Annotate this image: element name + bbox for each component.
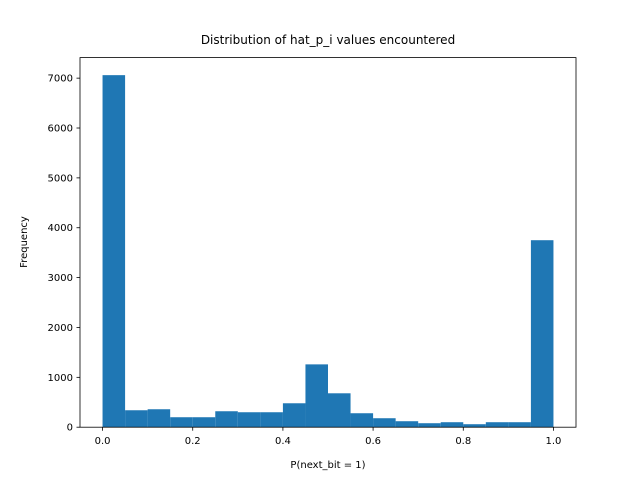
bar	[215, 411, 238, 428]
bar	[305, 364, 328, 428]
x-tick-label: 0.6	[365, 436, 381, 447]
bar	[440, 422, 464, 428]
x-tick-label: 0.0	[95, 436, 111, 447]
bar	[102, 75, 126, 428]
y-tick-label: 5000	[48, 173, 73, 184]
y-tick-label: 6000	[48, 124, 73, 135]
x-tick-label: 0.2	[185, 436, 201, 447]
bar	[282, 403, 306, 428]
y-tick-label: 7000	[48, 74, 73, 85]
bar	[485, 422, 509, 428]
bar	[418, 423, 441, 428]
chart-title: Distribution of hat_p_i values encounter…	[201, 33, 455, 47]
bar	[508, 422, 531, 428]
bar	[147, 409, 171, 428]
bar	[373, 418, 396, 428]
bar	[350, 413, 374, 428]
axes-frame	[79, 57, 577, 428]
y-tick-label: 1000	[48, 373, 73, 384]
bar	[260, 412, 283, 428]
bar	[530, 240, 554, 428]
bar	[328, 393, 351, 428]
y-axis-label: Frequency	[19, 216, 30, 268]
x-tick-label: 0.4	[275, 436, 291, 447]
x-axis-label: P(next_bit = 1)	[290, 460, 365, 471]
bar	[170, 417, 193, 428]
y-tick-label: 0	[67, 423, 73, 434]
bar	[125, 410, 148, 428]
y-tick-label: 2000	[48, 323, 73, 334]
bar	[237, 412, 261, 428]
y-tick-label: 4000	[48, 223, 73, 234]
bar	[395, 421, 419, 428]
bar	[192, 417, 216, 428]
x-tick-label: 0.8	[455, 436, 471, 447]
y-tick-label: 3000	[48, 273, 73, 284]
bar	[463, 424, 486, 428]
x-tick-label: 1.0	[546, 436, 562, 447]
